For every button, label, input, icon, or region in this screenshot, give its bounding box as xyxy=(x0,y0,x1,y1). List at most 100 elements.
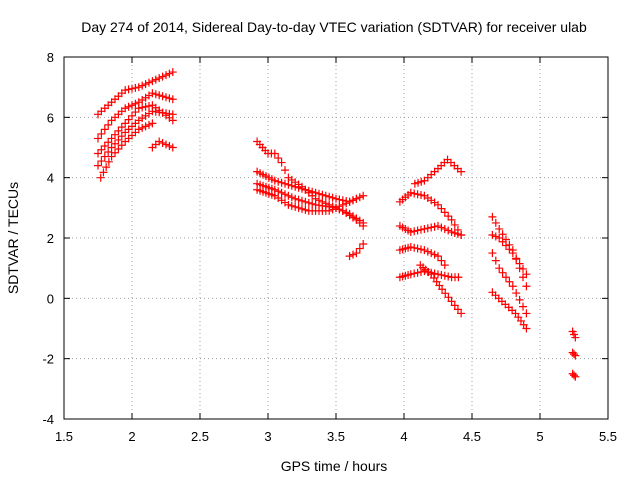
data-point xyxy=(359,240,368,249)
data-point xyxy=(134,104,143,113)
data-point xyxy=(94,161,102,170)
data-point xyxy=(434,221,442,230)
data-point xyxy=(294,183,303,192)
series-arc-24 xyxy=(568,369,580,381)
data-point xyxy=(287,181,296,190)
data-point xyxy=(502,241,510,250)
x-tick-label: 5 xyxy=(536,429,543,444)
data-point xyxy=(287,193,296,202)
data-point xyxy=(301,185,310,194)
x-tick-label: 3 xyxy=(264,429,271,444)
data-point xyxy=(342,208,351,217)
data-point xyxy=(117,132,126,141)
data-point xyxy=(498,268,507,277)
data-point xyxy=(332,203,340,212)
data-point xyxy=(512,289,521,298)
data-point xyxy=(410,269,419,278)
data-point xyxy=(107,152,116,161)
data-point xyxy=(417,191,425,200)
data-point xyxy=(162,71,170,80)
series-arc-09 xyxy=(253,179,368,227)
data-point xyxy=(420,267,429,276)
data-point xyxy=(315,189,323,198)
series-arc-13 xyxy=(395,221,466,239)
data-point xyxy=(117,123,126,132)
data-point xyxy=(450,220,459,229)
data-point xyxy=(104,148,113,157)
data-point xyxy=(423,247,432,256)
series-arc-08 xyxy=(253,167,368,206)
x-tick-label: 2.5 xyxy=(191,429,209,444)
data-point xyxy=(498,237,507,246)
data-point xyxy=(270,176,279,185)
data-point xyxy=(102,163,111,172)
data-point xyxy=(447,215,456,224)
data-point xyxy=(434,252,442,261)
data-point xyxy=(437,223,446,232)
data-point xyxy=(444,212,453,221)
data-point xyxy=(270,149,279,158)
data-point xyxy=(155,74,164,83)
data-point xyxy=(97,157,106,166)
y-tick-label: 2 xyxy=(47,231,54,246)
y-tick-label: 8 xyxy=(47,50,54,65)
data-point xyxy=(121,104,130,113)
data-point xyxy=(114,135,123,144)
data-point xyxy=(138,81,147,90)
data-point xyxy=(145,78,153,87)
data-point xyxy=(281,190,289,199)
data-point xyxy=(427,223,436,232)
data-point xyxy=(519,302,527,311)
data-point xyxy=(291,182,300,191)
data-point xyxy=(100,125,109,134)
data-point xyxy=(491,232,500,241)
data-point xyxy=(522,282,531,291)
data-point xyxy=(155,137,164,146)
data-point xyxy=(495,234,504,242)
data-point xyxy=(571,333,580,342)
data-point xyxy=(114,145,123,154)
data-point xyxy=(131,99,140,108)
data-point xyxy=(410,189,419,198)
data-point xyxy=(434,270,442,279)
data-point xyxy=(94,149,102,158)
data-point xyxy=(328,205,337,214)
data-point xyxy=(168,143,177,152)
data-point xyxy=(291,202,300,211)
series-arc-10 xyxy=(253,185,361,215)
data-point xyxy=(158,92,167,101)
data-point xyxy=(502,273,510,282)
data-point xyxy=(97,145,106,154)
series-arc-21 xyxy=(488,288,531,333)
data-point xyxy=(121,119,130,128)
data-point xyxy=(168,110,177,119)
data-point xyxy=(420,246,429,255)
data-point xyxy=(291,194,300,203)
data-point xyxy=(349,250,357,259)
x-tick-label: 1.5 xyxy=(55,429,73,444)
data-point xyxy=(423,224,432,233)
data-point xyxy=(410,227,419,236)
data-point xyxy=(151,90,160,99)
data-point xyxy=(342,199,351,208)
data-point xyxy=(100,141,109,150)
data-point xyxy=(406,227,415,236)
data-point xyxy=(417,225,425,234)
data-point xyxy=(352,249,361,258)
data-point xyxy=(427,249,436,258)
data-point xyxy=(430,250,439,259)
data-point xyxy=(515,295,524,304)
data-point xyxy=(437,270,446,279)
data-point xyxy=(406,243,415,252)
data-point xyxy=(138,123,147,132)
data-point xyxy=(284,191,293,200)
data-point xyxy=(450,301,459,310)
data-point xyxy=(434,200,442,209)
data-point xyxy=(420,224,429,233)
data-point xyxy=(417,267,425,276)
data-point xyxy=(100,152,109,161)
series-arc-23 xyxy=(568,348,580,360)
data-point xyxy=(111,139,119,148)
data-point xyxy=(158,138,167,147)
data-point xyxy=(413,244,422,253)
